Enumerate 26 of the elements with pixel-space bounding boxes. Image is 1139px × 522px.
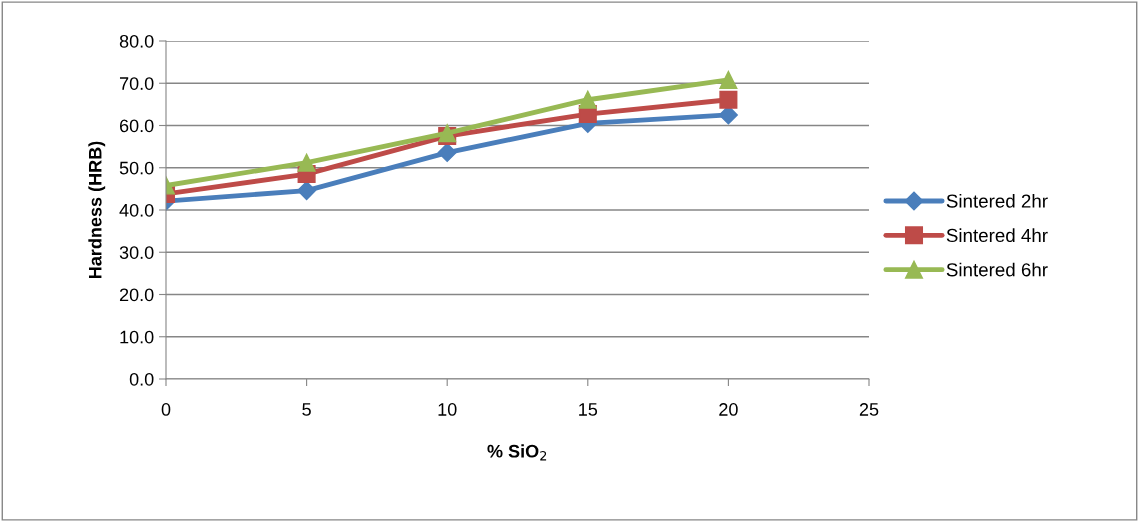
y-tick-label: 60.0 <box>119 119 154 133</box>
y-tick-label: 10.0 <box>120 330 154 344</box>
x-tick-label: 5 <box>302 403 311 416</box>
x-axis-title: % SiO$_{2}$ <box>487 444 547 461</box>
legend-label: Sintered 2hr <box>946 193 1048 208</box>
point <box>437 143 457 163</box>
y-tick-label: 70.0 <box>119 77 154 90</box>
point <box>297 153 316 172</box>
point <box>297 181 317 201</box>
legend-label: Sintered 4hr <box>946 228 1048 243</box>
y-tick-label: 40.0 <box>119 203 154 217</box>
y-tick-label: 50.0 <box>119 161 154 175</box>
point <box>719 70 738 89</box>
point <box>578 90 597 109</box>
y-tick-label: 0.0 <box>129 372 154 386</box>
x-tick-label: 20 <box>719 403 738 416</box>
y-tick-label: 20.0 <box>119 288 154 302</box>
x-tick-label: 25 <box>859 403 879 416</box>
y-tick-label: 80.0 <box>119 34 154 48</box>
x-tick-label: 15 <box>579 403 598 416</box>
point <box>719 90 738 109</box>
y-axis-title: Hardness (HRB) <box>88 141 106 279</box>
x-tick-label: 0 <box>161 403 171 416</box>
legend-label: Sintered 6hr <box>946 262 1048 277</box>
x-tick-label: 10 <box>438 403 457 416</box>
y-tick-label: 30.0 <box>119 246 154 259</box>
